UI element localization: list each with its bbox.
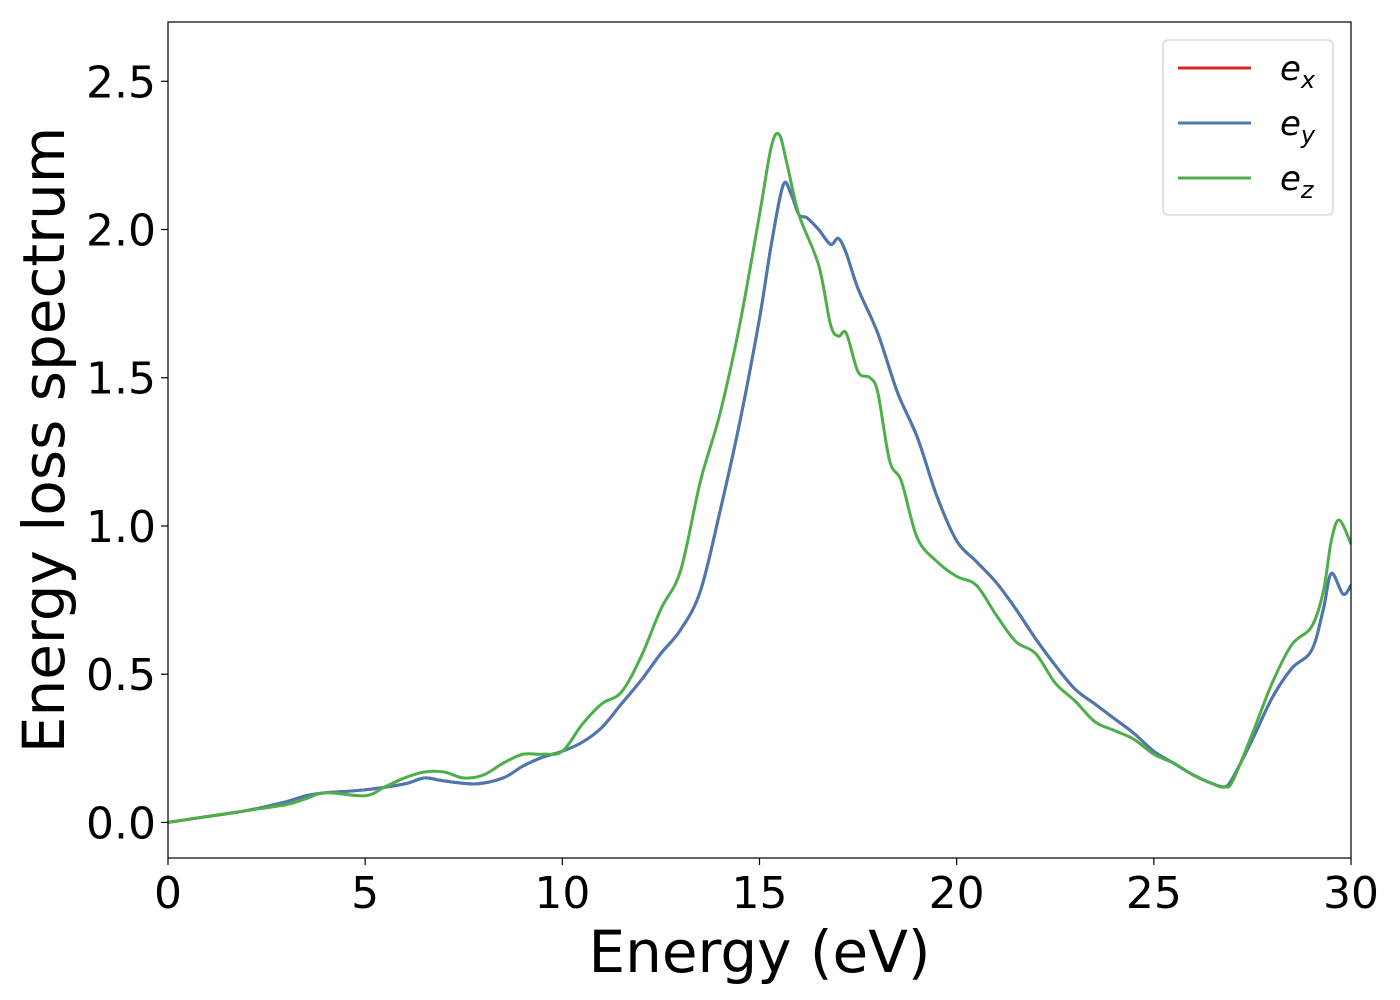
y-tick-label: 1.5 [86,354,156,405]
x-tick-label: 10 [534,868,590,919]
axes-layer: 0 5 10 15 20 25 30 0.0 0.5 1.0 1.5 2.0 2.5 Energy (eV… [10,21,1379,986]
y-tick-label: 2.5 [86,57,156,108]
series-group [168,131,1351,824]
x-tick-label: 15 [732,868,788,919]
legend-box [1162,39,1334,216]
y-axis-title: Energy loss spectrum [10,127,78,753]
x-tick-label: 5 [351,868,379,919]
y-tick-label: 0.5 [86,650,156,701]
legend-label-e-y: ey [1280,104,1316,149]
series-line-e-z [168,131,1351,824]
legend-label-e-z: ez [1280,159,1315,204]
x-tick-label: 20 [929,868,985,919]
legend-label-e-x: ex [1280,49,1316,94]
x-tick-label: 25 [1126,868,1182,919]
y-tick-label: 2.0 [86,206,156,257]
plot-layer [168,131,1351,824]
y-tick-label: 0.0 [86,798,156,849]
x-axis-title: Energy (eV) [588,918,930,986]
x-tick-label: 0 [154,868,182,919]
legend: ex ey ez [1162,39,1334,216]
y-tick-label: 1.0 [86,502,156,553]
x-tick-label: 30 [1323,868,1379,919]
